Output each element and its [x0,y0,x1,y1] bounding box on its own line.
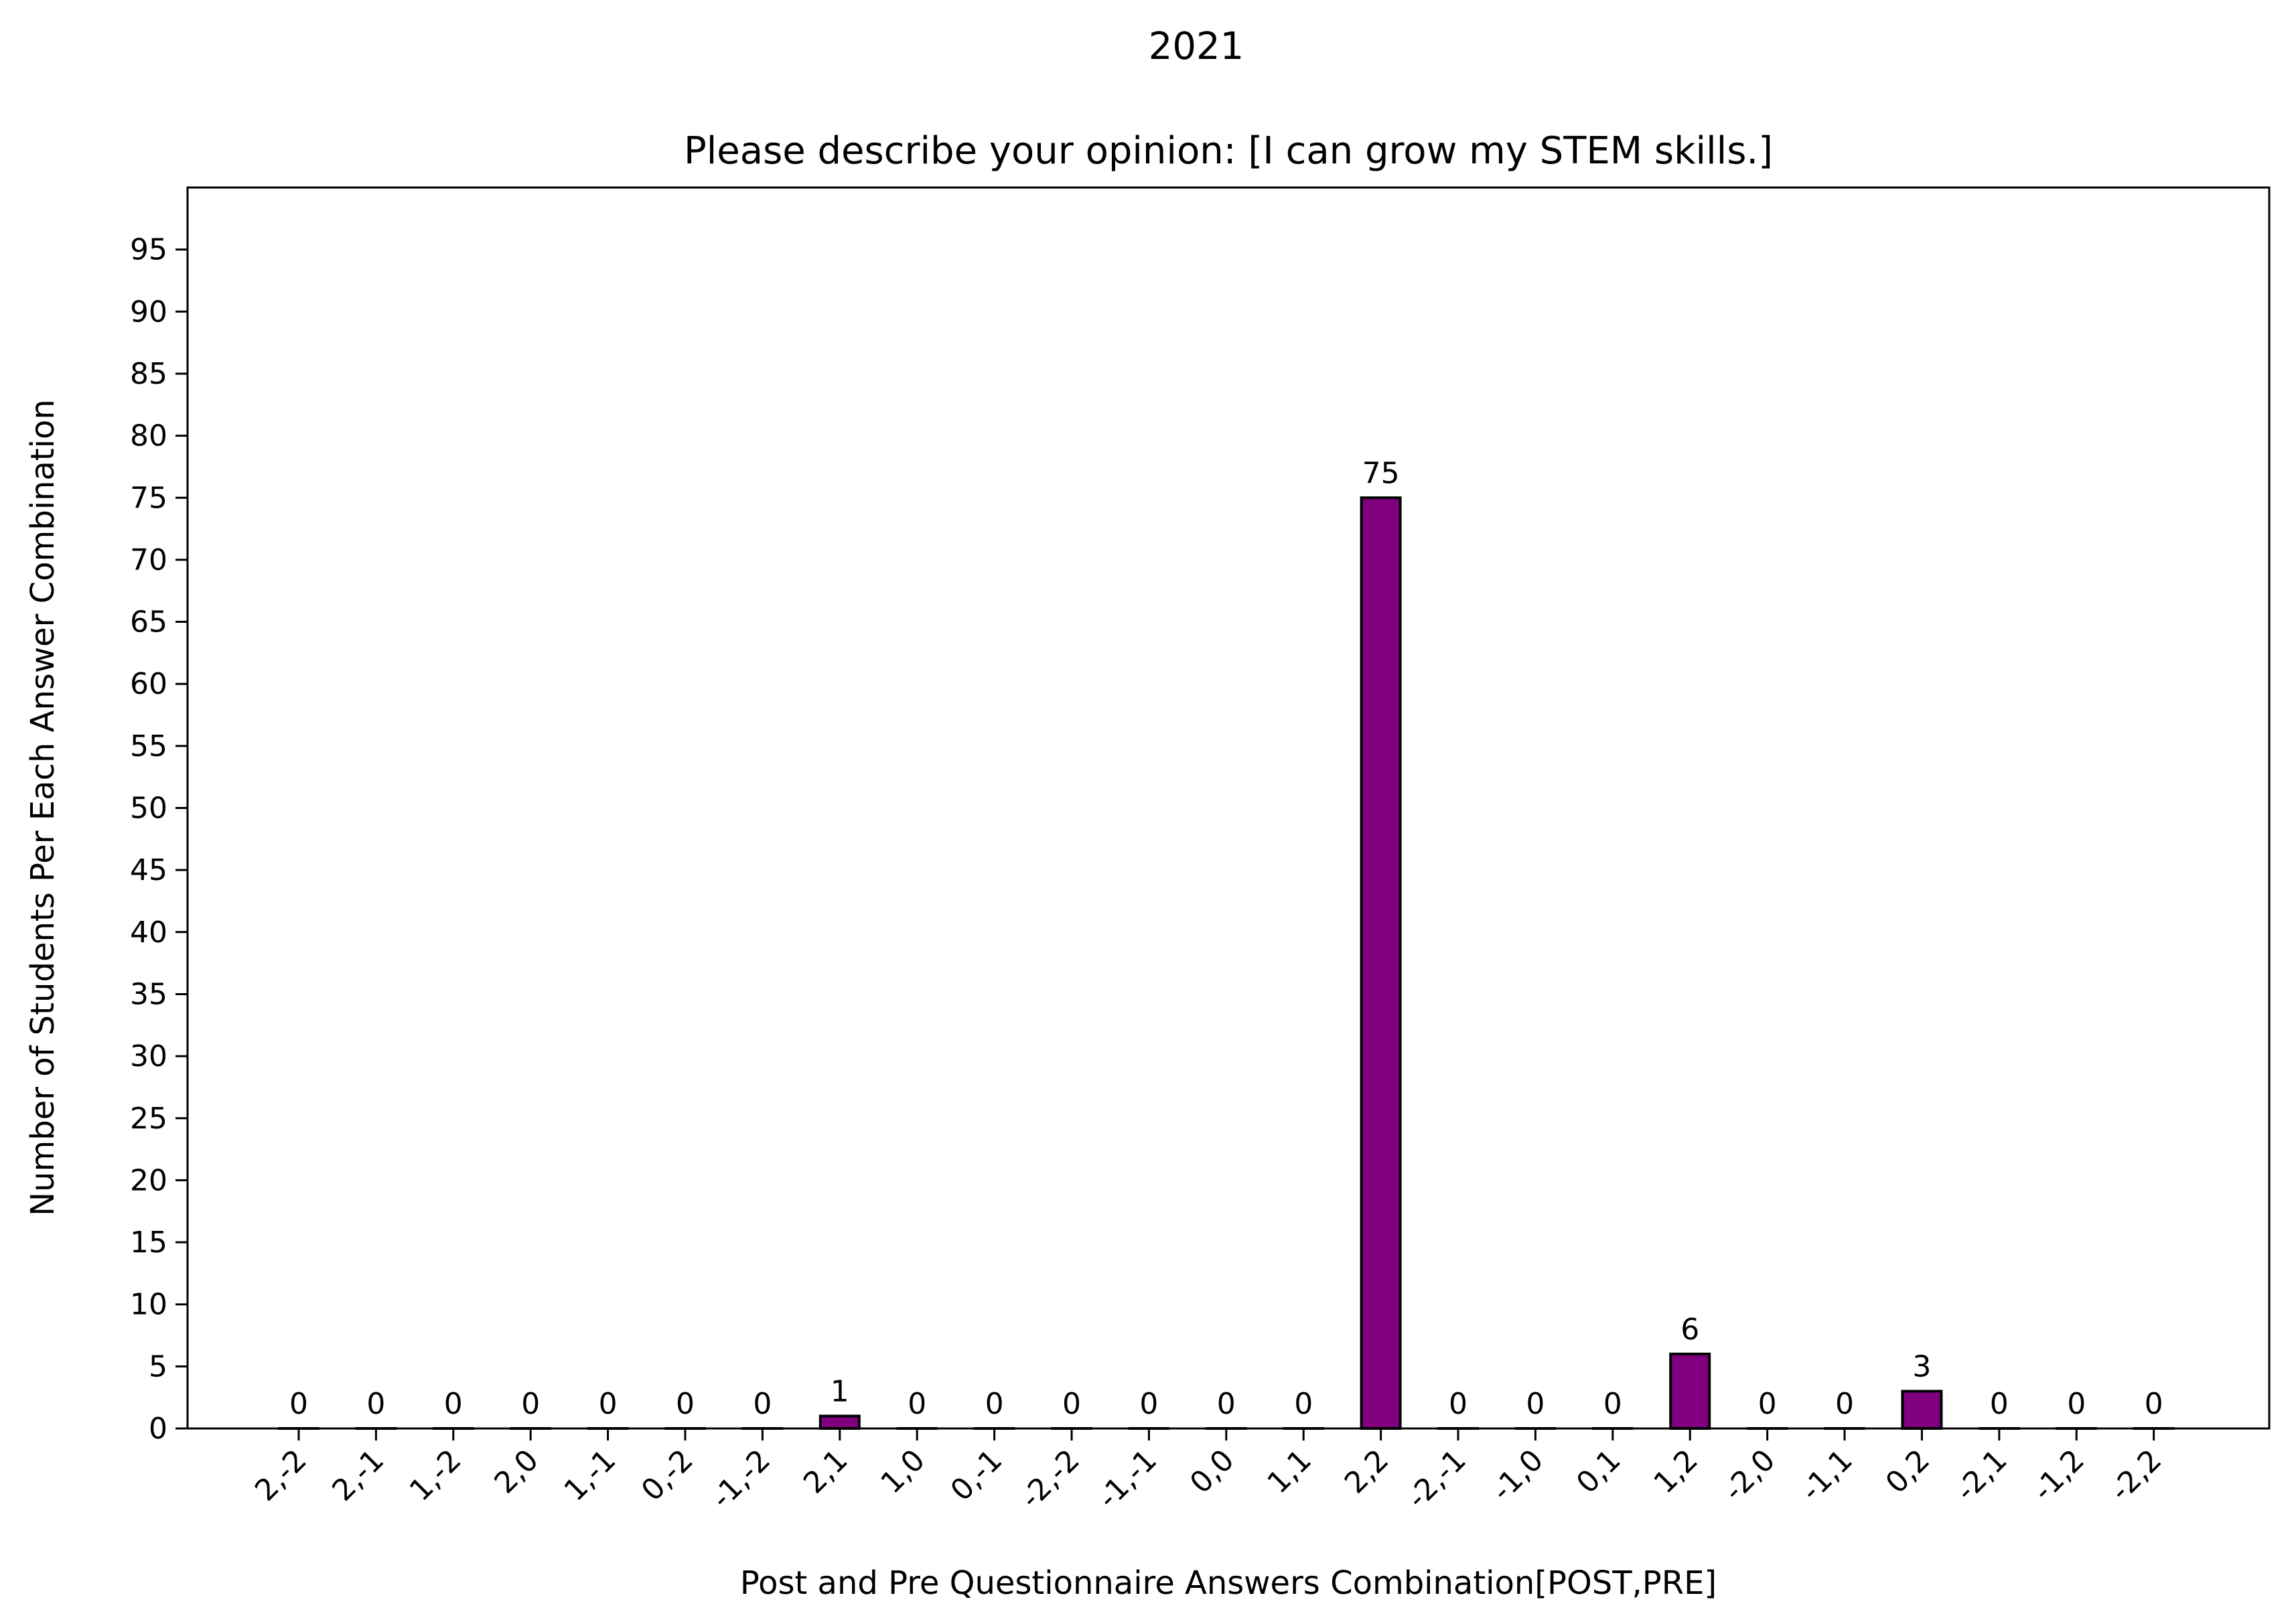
y-tick-label: 10 [130,1288,167,1322]
bar [1669,1352,1711,1430]
bar-value-label: 0 [444,1387,463,1421]
bar-value-label: 0 [753,1387,772,1421]
y-axis-ticks: 0 5 10 15 20 25 30 35 40 45 50 55 60 65 70 75 80 85 90 95 [130,233,188,1446]
bar-value-label: 0 [1217,1387,1236,1421]
y-tick-label: 30 [130,1039,167,1074]
bar-value-label: 6 [1680,1313,1699,1347]
bar-value-label: 0 [1526,1387,1545,1421]
plot-area-frame [186,186,2271,1430]
y-tick-label: 60 [130,667,167,701]
x-axis-label: Post and Pre Questionnaire Answers Combi… [740,1564,1717,1602]
y-tick-label: 95 [130,233,167,267]
y-tick-label: 65 [130,605,167,640]
y-tick-label: 40 [130,915,167,950]
bar-value-label: 0 [676,1387,695,1421]
chart-suptitle: 2021 [1149,25,1244,68]
bar-data-labels: 0 0 0 0 0 0 0 1 0 0 0 0 0 0 75 0 0 0 6 0 0 3 0 0 0 [289,456,2163,1421]
bar-value-label: 0 [1603,1387,1622,1421]
bar-value-label: 0 [1758,1387,1777,1421]
y-tick-label: 90 [130,295,167,329]
bar-value-label: 0 [1990,1387,2009,1421]
bar-value-label: 0 [1062,1387,1081,1421]
bar-value-label: 0 [366,1387,385,1421]
bar-value-label: 0 [985,1387,1004,1421]
y-tick-label: 0 [149,1412,167,1446]
bar-value-label: 0 [1139,1387,1158,1421]
y-tick-label: 20 [130,1163,167,1197]
bar-value-label: 0 [599,1387,618,1421]
y-tick-label: 25 [130,1102,167,1136]
y-tick-label: 45 [130,853,167,887]
y-tick-label: 55 [130,729,167,763]
bar-value-label: 0 [521,1387,540,1421]
y-tick-label: 5 [149,1349,167,1384]
y-tick-label: 70 [130,543,167,577]
bar-value-label: 0 [908,1387,926,1421]
bar-value-label: 75 [1362,456,1400,490]
bar-value-label: 0 [2067,1387,2086,1421]
bar-value-label: 0 [1835,1387,1854,1421]
y-tick-label: 15 [130,1226,167,1260]
bar-value-label: 1 [831,1374,849,1408]
y-tick-label: 80 [130,419,167,453]
bar [1360,496,1402,1430]
bar-value-label: 0 [1294,1387,1313,1421]
bar-value-label: 0 [2145,1387,2163,1421]
bar-value-label: 3 [1912,1349,1931,1384]
bar [818,1414,861,1430]
chart-title: Please describe your opinion: [I can gro… [684,129,1773,173]
bar-value-label: 0 [289,1387,308,1421]
y-tick-label: 35 [130,977,167,1011]
y-tick-label: 85 [130,357,167,391]
y-tick-label: 50 [130,792,167,826]
bar [1901,1390,1943,1430]
y-axis-label: Number of Students Per Each Answer Combi… [24,399,62,1216]
bar-value-label: 0 [1449,1387,1468,1421]
bars [278,496,2175,1430]
y-tick-label: 75 [130,481,167,515]
